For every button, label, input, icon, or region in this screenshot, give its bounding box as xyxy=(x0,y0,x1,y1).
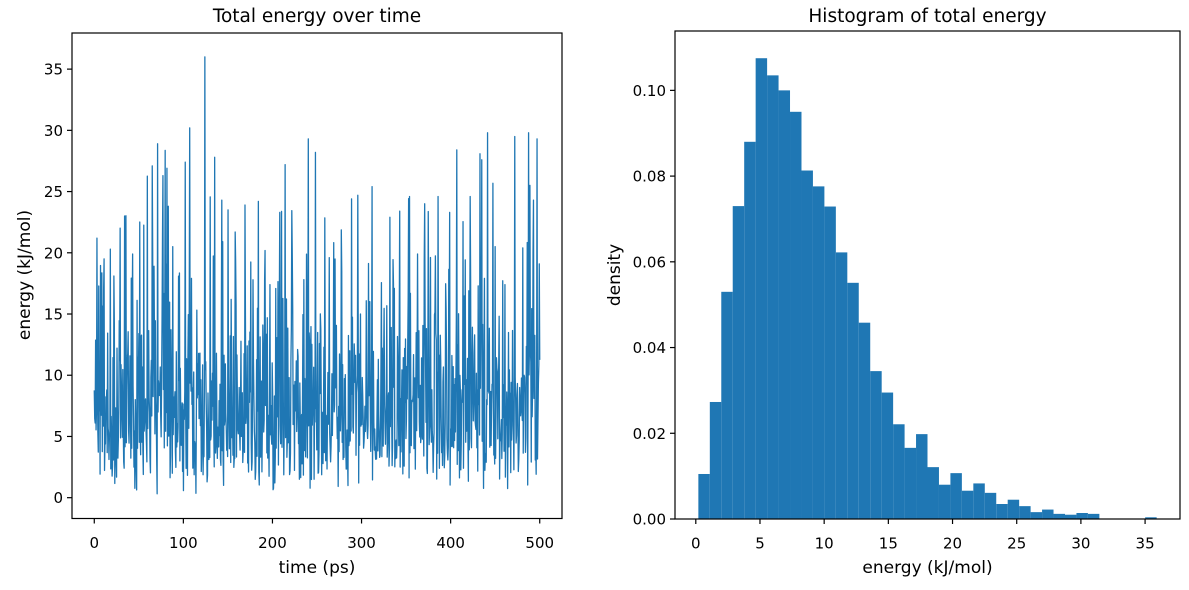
histogram-bar xyxy=(973,483,985,519)
timeseries-ylabel: energy (kJ/mol) xyxy=(15,210,35,340)
histogram-bar xyxy=(1076,513,1088,519)
histogram-bar xyxy=(996,504,1008,519)
y-tick-label: 15 xyxy=(44,306,63,324)
y-tick-label: 25 xyxy=(44,183,63,201)
x-tick-label: 15 xyxy=(879,535,898,553)
y-tick-label: 0.02 xyxy=(633,425,666,443)
x-tick-label: 400 xyxy=(436,534,465,552)
histogram-bar xyxy=(950,473,962,519)
histogram-ylabel: density xyxy=(605,244,625,306)
energy-series-line xyxy=(93,56,541,495)
histogram-bar xyxy=(1019,506,1031,519)
histogram-bar xyxy=(1145,517,1157,519)
histogram-bar xyxy=(778,90,791,520)
histogram-bar xyxy=(790,111,802,520)
histogram-bar xyxy=(870,371,882,519)
histogram-title: Histogram of total energy xyxy=(808,6,1046,27)
histogram-bar xyxy=(721,291,733,519)
x-tick-label: 20 xyxy=(943,535,962,553)
y-tick-label: 0.10 xyxy=(633,82,666,100)
histogram-bar xyxy=(1087,513,1100,519)
histogram-bar xyxy=(858,322,871,519)
histogram-bar xyxy=(744,141,756,520)
histogram-bar xyxy=(755,58,768,519)
y-tick-label: 10 xyxy=(44,367,63,385)
y-tick-label: 0.08 xyxy=(633,168,666,186)
histogram-bar xyxy=(1064,514,1077,519)
axes-spines xyxy=(71,32,563,520)
y-tick-label: 5 xyxy=(53,428,63,446)
histogram-bar xyxy=(961,490,974,519)
histogram-bar xyxy=(847,282,859,519)
histogram-bar xyxy=(927,467,939,519)
timeseries-title: Total energy over time xyxy=(212,6,421,27)
y-tick-label: 0.04 xyxy=(633,339,666,357)
y-tick-label: 0.06 xyxy=(633,253,666,271)
x-tick-label: 300 xyxy=(347,534,376,552)
histogram-bar xyxy=(732,206,745,519)
histogram-bar xyxy=(893,424,905,519)
x-tick-label: 30 xyxy=(1071,535,1090,553)
x-tick-label: 10 xyxy=(815,535,834,553)
x-tick-label: 200 xyxy=(258,534,287,552)
histogram-bar xyxy=(698,473,710,519)
x-tick-label: 5 xyxy=(755,535,765,553)
y-tick-label: 30 xyxy=(44,122,63,140)
x-tick-label: 0 xyxy=(691,535,701,553)
y-tick-label: 35 xyxy=(44,61,63,79)
histogram-bar xyxy=(835,252,848,519)
histogram-plot: 0 5 10 15 20 25 30 35 0.00 0.02 0.04 0.06 0.08 0.10 xyxy=(633,30,1181,553)
y-tick-label: 0 xyxy=(53,489,63,507)
y-tick-label: 20 xyxy=(44,244,63,262)
histogram-xlabel: energy (kJ/mol) xyxy=(862,558,992,578)
histogram-bar xyxy=(824,206,836,519)
y-tick-label: 0.00 xyxy=(633,511,666,529)
histogram-bar xyxy=(1042,509,1054,519)
histogram-bar xyxy=(801,170,813,519)
histogram-bar xyxy=(1053,513,1065,519)
histogram-bar xyxy=(812,186,825,519)
histogram-bar xyxy=(904,447,917,519)
x-tick-label: 500 xyxy=(525,534,554,552)
timeseries-xlabel: time (ps) xyxy=(279,558,356,578)
histogram-bar xyxy=(881,392,894,519)
histogram-bar xyxy=(938,484,951,519)
histogram-bar xyxy=(1007,499,1020,519)
axes-spines xyxy=(674,30,1181,520)
histogram-bar xyxy=(984,492,997,519)
histogram-bar xyxy=(767,75,779,520)
x-tick-label: 25 xyxy=(1007,535,1026,553)
x-tick-label: 35 xyxy=(1136,535,1155,553)
x-tick-label: 0 xyxy=(89,534,99,552)
timeseries-plot: 0 100 200 300 400 500 0 5 10 15 20 25 30 35 xyxy=(44,32,563,552)
histogram-bar xyxy=(1030,512,1043,519)
histogram-bar xyxy=(709,401,722,519)
histogram-bar xyxy=(916,434,928,519)
x-tick-label: 100 xyxy=(169,534,198,552)
